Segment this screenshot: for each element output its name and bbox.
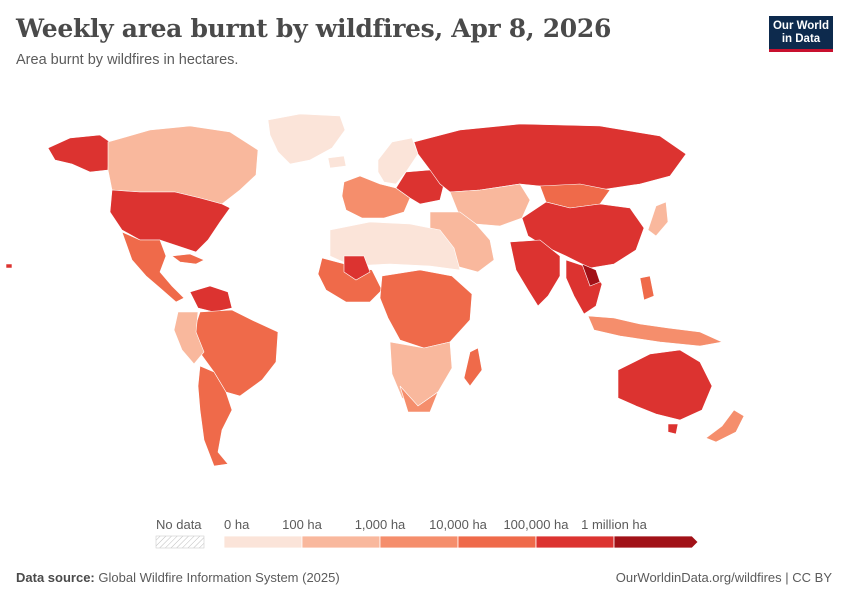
region-peru[interactable] (173, 311, 205, 365)
data-source-text: Global Wildfire Information System (2025… (98, 570, 340, 585)
region-australia[interactable] (617, 349, 713, 421)
region-hawaii[interactable] (5, 263, 13, 269)
region-laos-thailand[interactable] (581, 263, 601, 287)
region-madagascar[interactable] (463, 347, 483, 387)
region-venezuela[interactable] (189, 285, 233, 313)
region-greenland[interactable] (267, 113, 346, 165)
legend-label-4: 100,000 ha (503, 517, 569, 532)
region-central-africa[interactable] (379, 269, 473, 349)
region-argentina[interactable] (197, 365, 233, 467)
legend-swatch-5 (613, 535, 699, 549)
data-source-label: Data source: (16, 570, 95, 585)
region-philippines[interactable] (639, 275, 655, 301)
source-url[interactable]: OurWorldinData.org/wildfires | CC BY (615, 570, 832, 585)
legend-label-0: 0 ha (224, 517, 250, 532)
chart-title: Weekly area burnt by wildfires, Apr 8, 2… (16, 14, 612, 43)
region-india[interactable] (509, 239, 561, 307)
region-mali[interactable] (343, 255, 371, 281)
region-mexico[interactable] (121, 231, 185, 303)
chart-subtitle: Area burnt by wildfires in hectares. (16, 52, 239, 68)
region-western-europe[interactable] (341, 175, 411, 219)
region-new-zealand[interactable] (705, 409, 745, 443)
logo-line-1: Our World (772, 19, 829, 32)
legend-swatch-4 (535, 535, 615, 549)
region-usa[interactable] (109, 189, 231, 253)
region-south-africa[interactable] (399, 385, 439, 413)
legend-label-2: 1,000 ha (355, 517, 406, 532)
region-southern-africa[interactable] (389, 341, 453, 407)
logo-line-2: in Data (781, 32, 821, 45)
owid-logo[interactable]: Our World in Data (769, 16, 833, 52)
legend-swatch-0 (223, 535, 303, 549)
legend-label-1: 100 ha (282, 517, 323, 532)
data-source: Data source: Global Wildfire Information… (16, 570, 340, 585)
legend-swatch-2 (379, 535, 459, 549)
world-map[interactable] (0, 80, 850, 500)
region-iceland[interactable] (327, 155, 347, 169)
region-russia[interactable] (413, 123, 687, 193)
legend-label-5: 1 million ha (581, 517, 648, 532)
region-indonesia[interactable] (587, 315, 723, 347)
region-caribbean[interactable] (171, 253, 205, 265)
legend-no-data-label: No data (156, 517, 202, 532)
region-japan[interactable] (647, 201, 669, 237)
legend-no-data-swatch (155, 535, 205, 549)
legend-label-3: 10,000 ha (429, 517, 488, 532)
legend-swatch-3 (457, 535, 537, 549)
map-legend: No data 0 ha 100 ha 1,000 ha 10,000 ha 100,0… (155, 517, 699, 549)
region-alaska[interactable] (47, 134, 111, 173)
legend-swatch-1 (301, 535, 381, 549)
region-tasmania[interactable] (667, 423, 679, 435)
legend-bins: 0 ha 100 ha 1,000 ha 10,000 ha 100,000 ha 1 m… (223, 517, 699, 549)
